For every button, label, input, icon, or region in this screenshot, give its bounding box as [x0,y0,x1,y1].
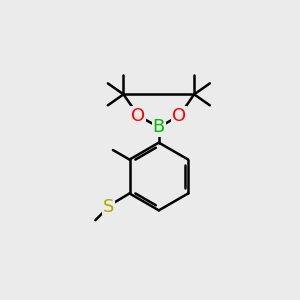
Text: B: B [153,118,165,136]
Text: O: O [131,106,145,124]
Text: S: S [103,198,115,216]
Text: O: O [172,106,187,124]
